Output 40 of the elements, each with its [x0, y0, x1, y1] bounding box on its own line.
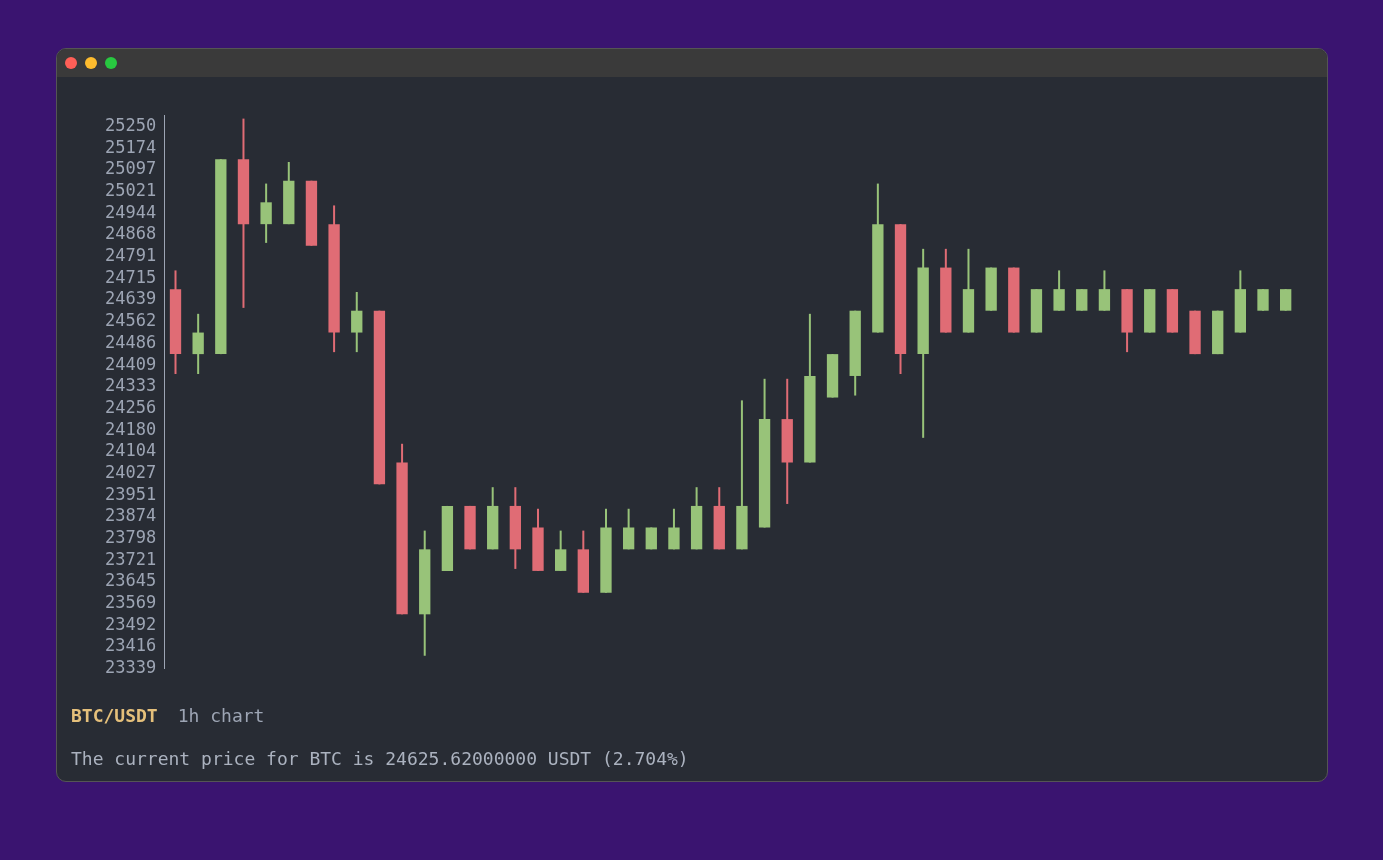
y-tick-label: 25097: [104, 158, 157, 179]
y-tick-label: 24944: [104, 201, 157, 222]
y-tick-label: 23339: [104, 657, 157, 678]
y-tick-label: 23416: [104, 635, 157, 656]
y-tick-label: 24562: [104, 310, 157, 331]
candlestick: [555, 529, 567, 572]
y-tick-label: 24333: [104, 375, 157, 396]
candlestick: [622, 507, 635, 551]
y-tick-label: 25174: [104, 136, 157, 157]
y-tick-label: 23721: [104, 548, 157, 569]
y-tick-label: 24868: [104, 223, 157, 244]
y-tick-label: 25021: [104, 179, 157, 200]
y-tick-label: 24791: [104, 245, 157, 266]
y-tick-label: 24256: [104, 397, 157, 418]
y-tick-label: 23874: [104, 505, 157, 526]
y-tick-label: 25250: [104, 114, 157, 135]
text: 1h chart: [177, 705, 265, 726]
candlestick: [1280, 288, 1292, 312]
y-tick-label: 24486: [104, 331, 157, 352]
candlestick: [1257, 288, 1269, 312]
candlestick: [192, 312, 204, 375]
candlestick: [1098, 269, 1111, 312]
candlestick: [668, 507, 680, 551]
candlestick: [1053, 269, 1065, 312]
y-tick-label: 23492: [104, 613, 157, 634]
y-tick-label: 24104: [104, 440, 157, 461]
y-tick-label: 24409: [104, 353, 157, 374]
candlestick: [1076, 288, 1088, 312]
candlestick: [351, 290, 363, 354]
y-tick-label: 24180: [104, 418, 157, 439]
y-tick-label: 24639: [104, 288, 157, 309]
candlestick: [260, 182, 272, 244]
text: The current price for BTC is 24625.62000000 USDT (2.704%): [70, 747, 690, 771]
text: BTC/USDT: [71, 705, 158, 726]
y-tick-label: 23798: [104, 526, 157, 547]
y-tick-label: 23645: [104, 570, 157, 591]
y-tick-label: 24715: [104, 266, 157, 287]
y-tick-label: 23569: [104, 591, 157, 612]
y-tick-label: 24027: [104, 462, 157, 482]
y-tick-label: 23951: [104, 483, 157, 504]
